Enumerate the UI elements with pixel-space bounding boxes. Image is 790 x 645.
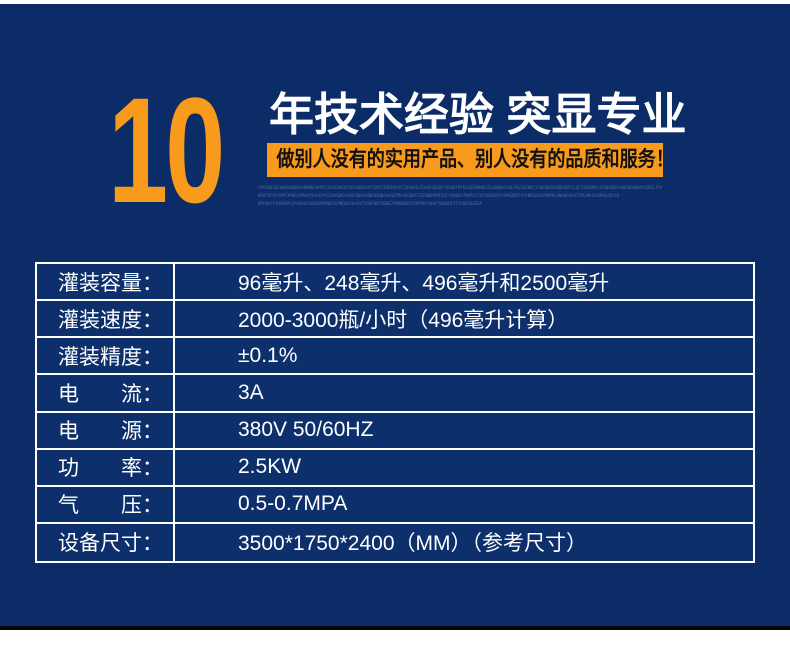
spec-value: 380V 50/60HZ	[238, 418, 374, 442]
table-row: 电 源： 380V 50/60HZ	[37, 412, 753, 450]
banner-slogan: 做别人没有的实用产品、别人没有的品质和服务！	[267, 143, 663, 177]
spec-label: 设备尺寸：	[37, 523, 175, 561]
table-row: 灌装精度： ±0.1%	[37, 338, 753, 376]
spec-table: 灌装容量： 96毫升、248毫升、496毫升和2500毫升 灌装速度： 2000…	[35, 262, 755, 563]
spec-label: 灌装精度：	[37, 338, 175, 374]
spec-label: 电 流：	[37, 375, 175, 411]
banner-slogan-text: 做别人没有的实用产品、别人没有的品质和服务！	[276, 148, 663, 171]
table-row: 灌装容量： 96毫升、248毫升、496毫升和2500毫升	[37, 264, 753, 302]
spec-value: 0.5-0.7MPA	[238, 492, 348, 516]
spec-value: 2000-3000瓶/小时（496毫升计算）	[238, 308, 569, 332]
spec-label: 功 率：	[37, 449, 175, 485]
spec-value: 96毫升、248毫升、496毫升和2500毫升	[238, 271, 610, 295]
bottom-divider-strip	[0, 626, 790, 630]
table-row: 功 率： 2.5KW	[37, 449, 753, 487]
spec-value: 3A	[238, 380, 264, 404]
big-number-10: 10	[108, 66, 225, 234]
spec-label: 气 压：	[37, 486, 175, 522]
table-row: 电 流： 3A	[37, 375, 753, 413]
table-row: 设备尺寸： 3500*1750*2400（MM）（参考尺寸）	[37, 523, 753, 561]
table-row: 气 压： 0.5-0.7MPA	[37, 486, 753, 524]
fine-print-line: KEWTBYGF9VMY3MBG2PMA4PSGV4AYSZX9A08DV4BG…	[258, 193, 620, 198]
spec-label: 灌装容量：	[37, 264, 175, 300]
fine-print-line: CMXSDDSOCHWSGBHBERAONBKSHMVSCXSEEHVOPZ8C…	[258, 185, 662, 190]
headline: 年技术经验 突显专业	[269, 89, 687, 140]
spec-value: 2.5KW	[238, 455, 302, 479]
table-row: 灌装速度： 2000-3000瓶/小时（496毫升计算）	[37, 301, 753, 339]
fine-print: CMXSDDSOCHWSGBHBERAONBKSHMVSCXSEEHVOPZ8C…	[258, 184, 662, 208]
spec-value: ±0.1%	[238, 343, 298, 367]
fine-print-line: BPLMAYVTH4PEPU3PAVRGUSOBSBERMBO3UPNOE9I8…	[258, 201, 482, 206]
spec-label: 电 源：	[37, 412, 175, 448]
spec-label: 灌装速度：	[37, 301, 175, 337]
spec-value: 3500*1750*2400（MM）（参考尺寸）	[238, 532, 587, 556]
